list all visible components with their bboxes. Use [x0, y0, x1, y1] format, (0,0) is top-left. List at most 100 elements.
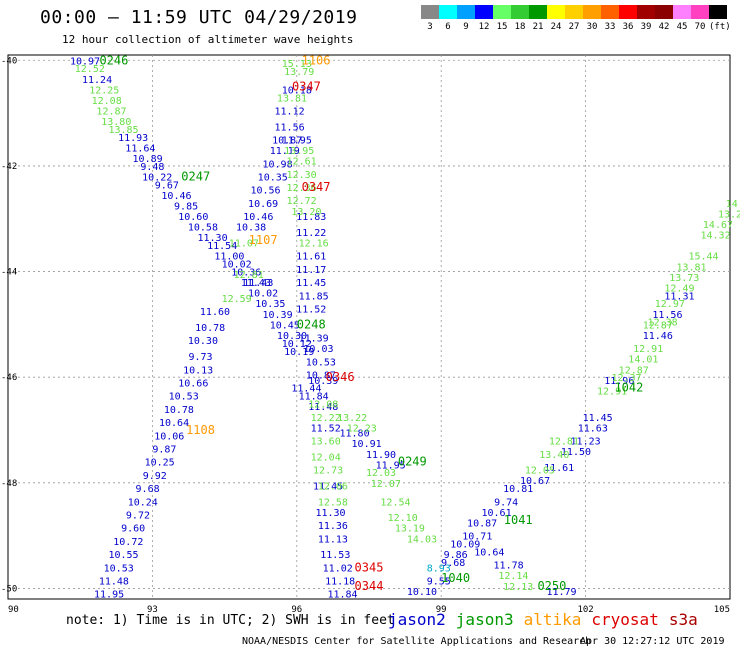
wave-height-value: 10.02	[222, 260, 252, 271]
wave-height-value: 12.87	[619, 365, 649, 376]
wave-height-points: 10.9711.2411.9311.6410.899.4810.229.6710…	[70, 53, 740, 600]
wave-height-value: 10.10	[407, 587, 437, 598]
y-tick-label: -46	[1, 373, 17, 383]
color-scale-label: 18	[514, 22, 526, 32]
wave-height-value: 11.64	[125, 143, 155, 154]
wave-height-value: 11.80	[340, 429, 370, 440]
wave-height-value: 9.73	[188, 352, 212, 363]
color-scale-label: 39	[640, 22, 652, 32]
wave-height-value: 10.39	[308, 376, 338, 387]
wave-height-value: 11.18	[325, 577, 355, 588]
wave-height-value: 11.95	[94, 590, 124, 601]
satellite-legend: jason2 jason3 altika cryosat s3a	[388, 610, 708, 629]
wave-height-value: 14.	[726, 199, 740, 210]
wave-height-value: 12.23	[347, 423, 377, 434]
color-scale-label: 27	[568, 22, 580, 32]
color-swatch	[709, 5, 727, 19]
wave-height-value: 12.14	[498, 571, 528, 582]
wave-height-value: 11.83	[296, 212, 326, 223]
wave-height-value: 9.74	[494, 497, 518, 508]
wave-height-value: 12.91	[597, 386, 627, 397]
x-tick-label: 96	[291, 605, 302, 615]
wave-height-value: 13.22	[337, 413, 367, 424]
color-swatch	[583, 5, 601, 19]
wave-height-value: 12.58	[318, 497, 348, 508]
pass-time-label: 1041	[504, 513, 533, 527]
color-scale-label: 3	[427, 22, 433, 32]
wave-height-value: 10.53	[169, 392, 199, 403]
wave-height-value: 12.05	[525, 466, 555, 477]
wave-height-value: 9.86	[444, 550, 468, 561]
wave-height-value: 12.36	[287, 183, 317, 194]
pass-time-label: 1042	[614, 381, 643, 395]
pass-time-label: 0344	[355, 579, 384, 593]
wave-height-value: 10.78	[164, 405, 194, 416]
pass-time-label: 1107	[249, 233, 278, 247]
color-swatch	[637, 5, 655, 19]
wave-height-value: 12.73	[313, 466, 343, 477]
wave-height-value: 13.60	[311, 437, 341, 448]
wave-height-value: 11.36	[318, 521, 348, 532]
wave-height-value: 9.68	[136, 484, 160, 495]
wave-height-value: 11.63	[578, 423, 608, 434]
map-grid	[8, 55, 730, 599]
y-tick-label: -44	[1, 268, 17, 278]
pass-time-label: 0246	[99, 53, 128, 67]
tick-labels: 90 93 96 99 102 105 -40 -42 -44 -46 -48 -50	[1, 56, 730, 615]
wave-height-value: 11.93	[118, 133, 148, 144]
wave-height-value: 11.07	[229, 238, 259, 249]
pass-time-label: 0347	[302, 180, 331, 194]
wave-height-value: 13.95	[284, 146, 314, 157]
wave-height-value: 10.06	[154, 431, 184, 442]
wave-height-value: 12.91	[633, 344, 663, 355]
color-swatch	[691, 5, 709, 19]
wave-height-value: 9.85	[174, 202, 198, 213]
color-swatch	[547, 5, 565, 19]
wave-height-value: 12.03	[366, 468, 396, 479]
wave-height-value: 9.60	[121, 524, 145, 535]
wave-height-value: 15.44	[688, 252, 718, 263]
x-tick-label: 99	[436, 605, 447, 615]
wave-height-value: 11.46	[643, 331, 673, 342]
wave-height-value: 11.96	[604, 376, 634, 387]
wave-height-value: 10.38	[236, 223, 266, 234]
wave-height-value: 8.93	[427, 563, 451, 574]
color-scale-label: 9	[463, 22, 469, 32]
wave-height-value: 10.98	[262, 159, 292, 170]
wave-height-value: 11.52	[296, 305, 326, 316]
wave-height-value: 13.81	[676, 262, 706, 273]
pass-time-label: 1106	[302, 53, 331, 67]
color-scale-label: 12	[478, 22, 490, 32]
color-scale-label: 30	[586, 22, 598, 32]
wave-height-value: 10.09	[450, 540, 480, 551]
wave-height-value: 9.68	[441, 558, 465, 569]
wave-height-value: 11.61	[544, 463, 574, 474]
pass-time-label: 0249	[398, 455, 427, 469]
wave-height-value: 11.02	[323, 563, 353, 574]
wave-height-value: 11.60	[200, 307, 230, 318]
wave-height-value: 12.38	[648, 318, 678, 329]
wave-height-value: 10.45	[270, 320, 300, 331]
color-swatch	[457, 5, 475, 19]
wave-height-value: 10.81	[503, 484, 533, 495]
wave-height-value: 11.50	[561, 447, 591, 458]
wave-height-value: 10.19	[284, 347, 314, 358]
pass-time-label: 0345	[355, 560, 384, 574]
wave-height-value: 10.24	[128, 497, 158, 508]
wave-height-value: 12.37	[611, 373, 641, 384]
wave-height-value: 11.22	[296, 228, 326, 239]
wave-height-value: 10.55	[108, 550, 138, 561]
wave-height-value: 10.35	[255, 299, 285, 310]
wave-height-value: 13.80	[101, 117, 131, 128]
x-tick-label: 90	[8, 605, 19, 615]
wave-height-value: 10.53	[104, 563, 134, 574]
generated-timestamp: Apr 30 12:27:12 UTC 2019	[580, 636, 725, 647]
wave-height-value: 11.44	[291, 384, 321, 395]
wave-height-value: 11.56	[652, 310, 682, 321]
wave-height-value: 11.95	[282, 136, 312, 147]
color-swatch	[529, 5, 547, 19]
wave-height-value: 12.97	[655, 299, 685, 310]
wave-height-value: 11.95	[376, 460, 406, 471]
legend-altika: altika	[523, 610, 582, 629]
wave-height-value: 10.91	[352, 439, 382, 450]
